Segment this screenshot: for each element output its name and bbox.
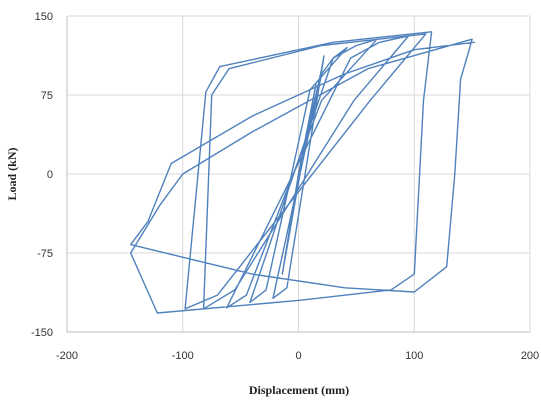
axes: [66, 16, 530, 333]
y-tick-label: 75: [41, 90, 53, 102]
x-axis-ticks: -200 -100 0 100 200: [56, 350, 539, 362]
series-group: [130, 31, 476, 314]
x-tick-label: 100: [405, 350, 423, 362]
x-tick-label: 200: [521, 350, 539, 362]
x-axis-label: Displacement (mm): [249, 383, 349, 397]
series-line-hysteresis: [130, 31, 476, 314]
x-tick-label: -200: [56, 350, 78, 362]
y-axis-label: Load (kN): [5, 147, 19, 200]
y-tick-label: 0: [47, 169, 53, 181]
x-tick-label: 0: [295, 350, 301, 362]
y-tick-label: -150: [31, 327, 53, 339]
x-tick-label: -100: [172, 350, 194, 362]
y-tick-label: 150: [35, 11, 53, 23]
y-tick-label: -75: [37, 248, 53, 260]
y-axis-ticks: 150 75 0 -75 -150: [31, 11, 53, 339]
